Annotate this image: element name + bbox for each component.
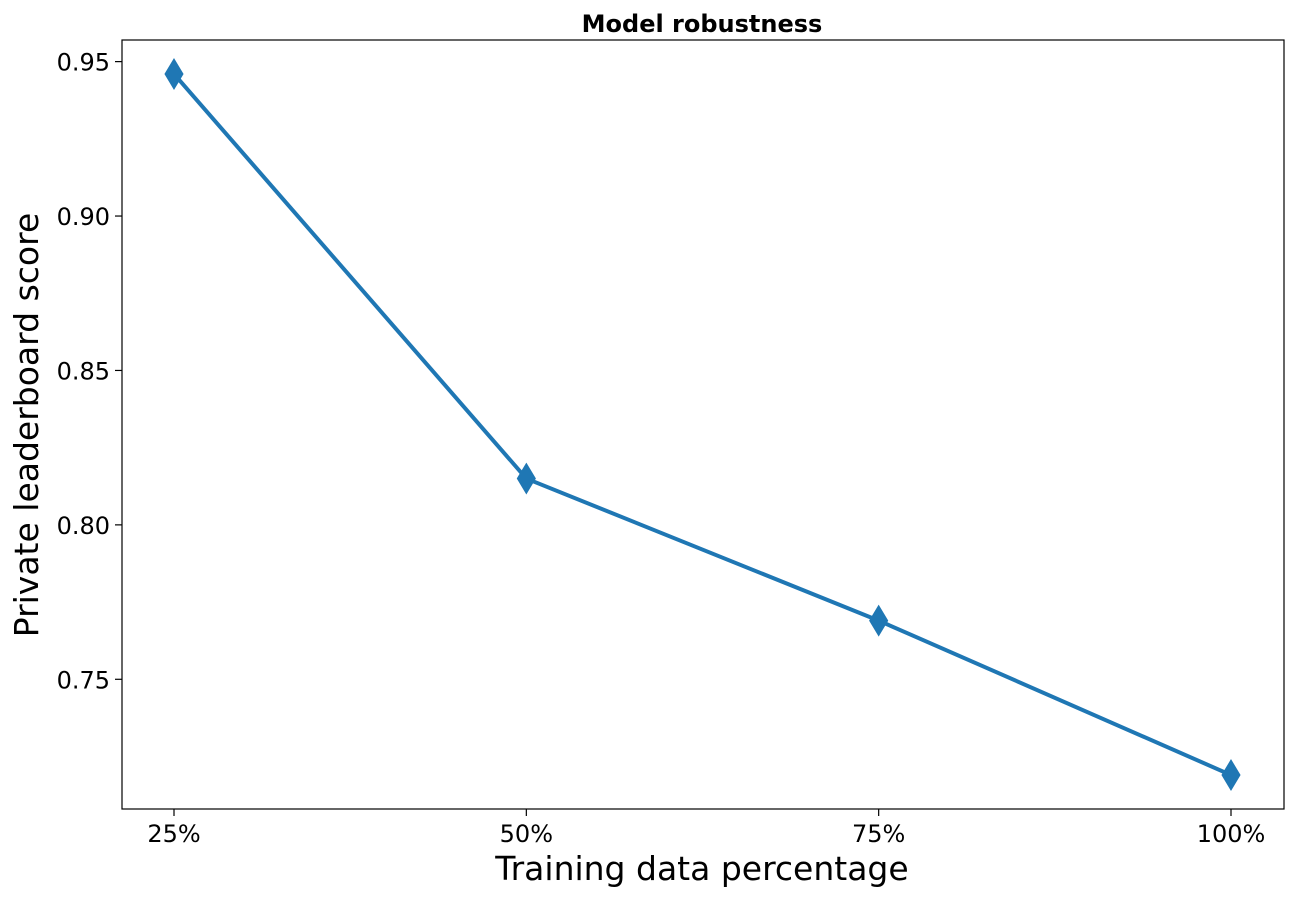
y-tick-label: 0.75 [57,666,110,694]
x-tick-label: 50% [500,820,553,848]
data-point-marker [869,604,889,637]
y-tick-label: 0.80 [57,512,110,540]
y-tick-label: 0.85 [57,357,110,385]
x-axis: 25% 50% 75% 100% [147,809,1265,848]
x-axis-label: Training data percentage [494,849,908,888]
data-point-marker [1221,759,1241,791]
data-point-marker [164,58,184,90]
x-tick-label: 75% [852,820,905,848]
y-axis: 0.75 0.80 0.85 0.90 0.95 [57,49,122,694]
chart-title: Model robustness [582,10,823,38]
y-tick-label: 0.95 [57,49,110,77]
data-point-marker [516,462,536,495]
x-tick-label: 100% [1197,820,1266,848]
series-line [172,72,1232,777]
x-tick-label: 25% [147,820,200,848]
series-layer [164,58,1241,791]
y-tick-label: 0.90 [57,203,110,231]
plot-area [121,39,1285,810]
y-axis-label: Private leaderboard score [7,213,46,638]
